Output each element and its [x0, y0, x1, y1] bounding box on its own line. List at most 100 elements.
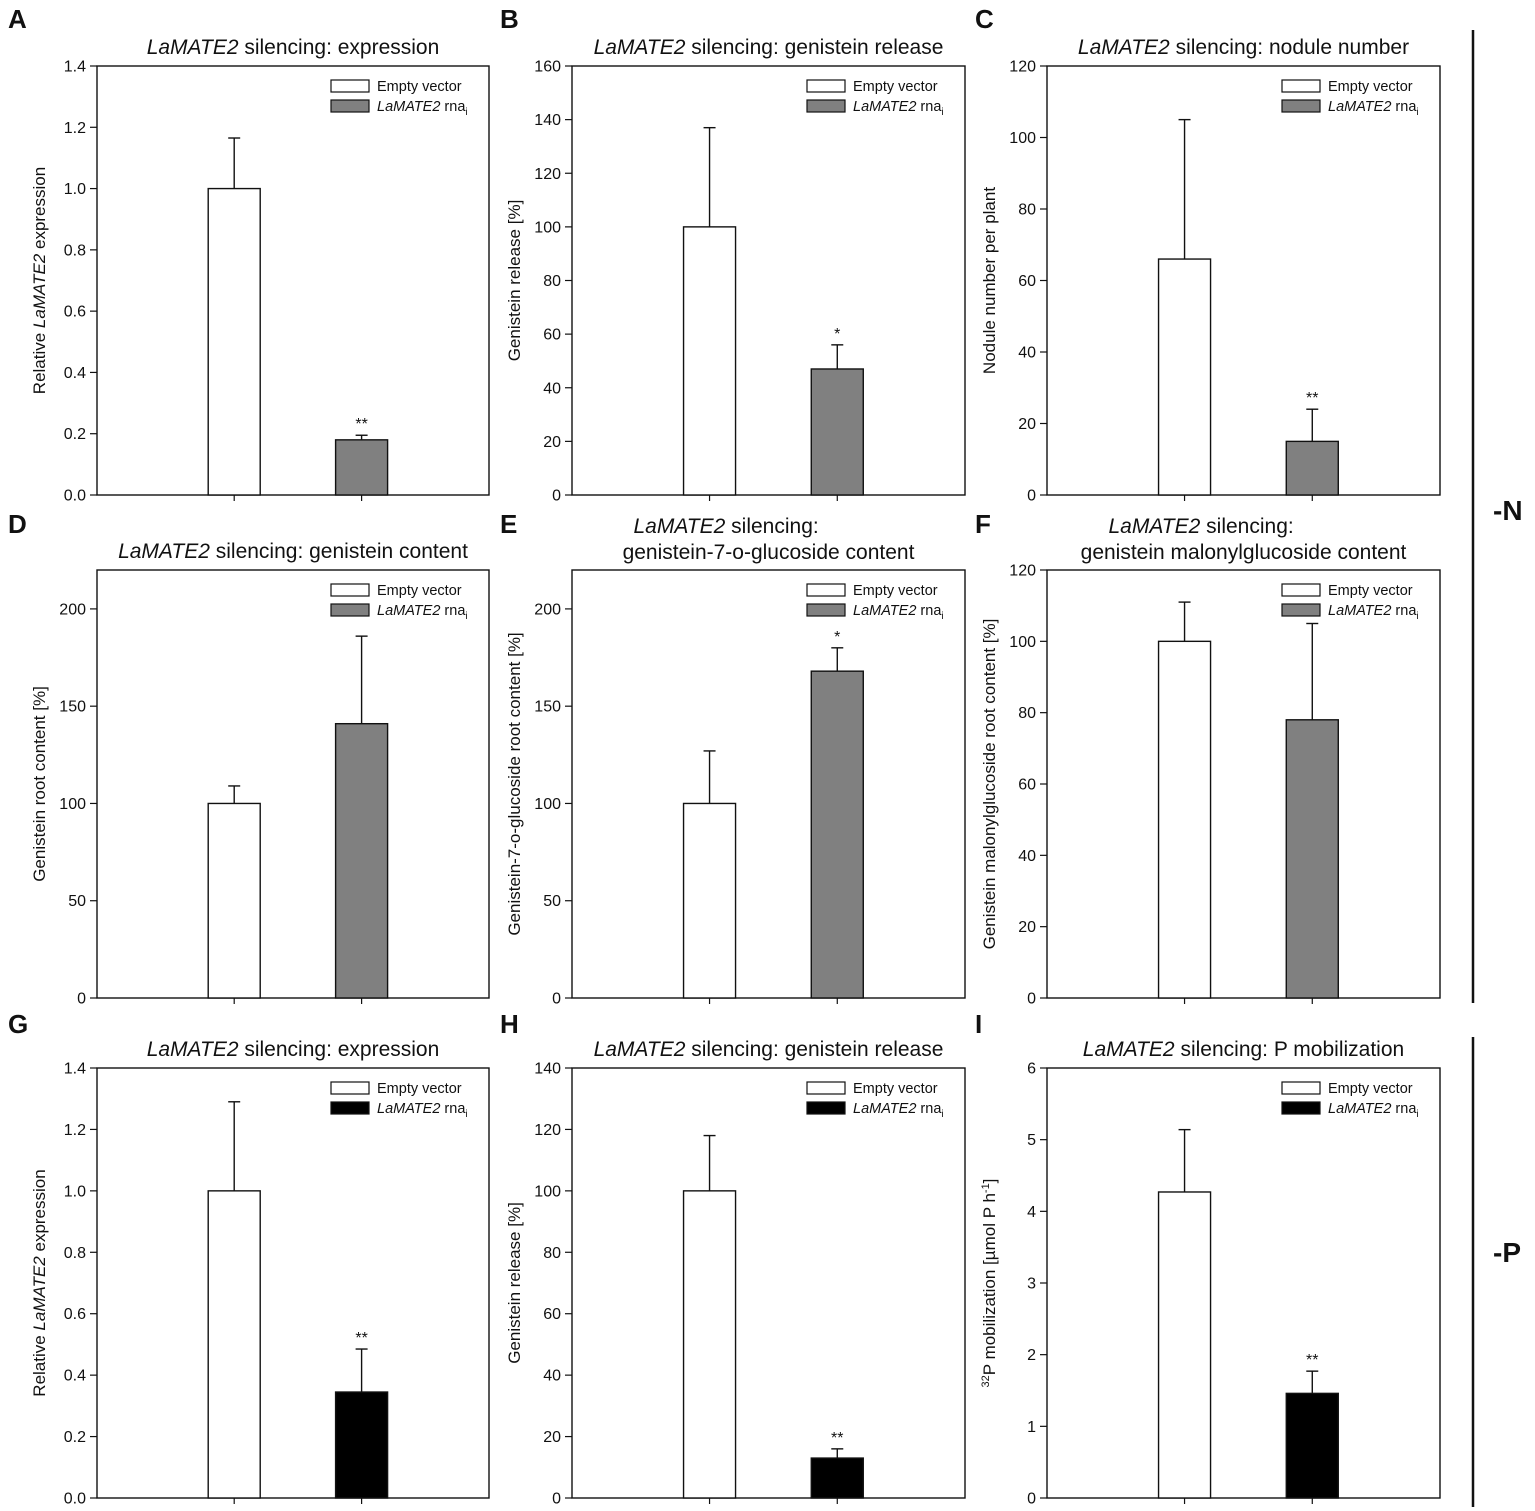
- legend-label-empty-vector-i: Empty vector: [1328, 1081, 1413, 1097]
- plot-frame-f: [1046, 569, 1441, 999]
- y-tick-label-a: 0.2: [64, 426, 86, 443]
- plot-frame-g: [96, 1067, 490, 1499]
- y-tick-label-a: 1.0: [64, 181, 86, 198]
- legend-swatch-rnai-a: [330, 99, 370, 113]
- y-tick-label-b: 60: [543, 327, 561, 344]
- legend-label-rnai-h: LaMATE2 rnai: [853, 1101, 944, 1120]
- panel-letter-h: H: [500, 1009, 519, 1039]
- plot-frame-i: [1046, 1067, 1441, 1499]
- legend-swatch-empty-vector-g: [330, 1081, 370, 1095]
- legend-swatch-rnai-g: [330, 1101, 370, 1115]
- y-tick-label-a: 0.8: [64, 242, 86, 259]
- legend-label-rnai-f: LaMATE2 rnai: [1328, 603, 1419, 622]
- y-tick-label-d: 100: [59, 796, 86, 813]
- y-tick-label-i: 0: [1027, 1491, 1036, 1508]
- plot-frame-b: [571, 65, 966, 496]
- y-tick-label-c: 80: [1018, 202, 1036, 219]
- significance-label-g: **: [355, 1330, 367, 1347]
- y-tick-label-e: 50: [543, 893, 561, 910]
- chart-title-g: LaMATE2 silencing: expression: [147, 1038, 440, 1061]
- legend-label-empty-vector-h: Empty vector: [853, 1081, 938, 1097]
- y-tick-label-h: 80: [543, 1245, 561, 1262]
- legend-label-empty-vector-a: Empty vector: [377, 79, 462, 95]
- chart-title-i: LaMATE2 silencing: P mobilization: [1083, 1038, 1404, 1061]
- chart-title-f: LaMATE2 silencing:: [1109, 515, 1294, 538]
- y-tick-label-e: 150: [534, 699, 561, 716]
- y-tick-label-g: 0.2: [64, 1429, 86, 1446]
- y-tick-label-c: 60: [1018, 273, 1036, 290]
- panel-letter-a: A: [8, 4, 27, 34]
- y-tick-label-f: 60: [1018, 777, 1036, 794]
- y-tick-label-c: 40: [1018, 345, 1036, 362]
- y-tick-label-b: 80: [543, 273, 561, 290]
- y-tick-label-g: 1.2: [64, 1122, 86, 1139]
- y-tick-label-i: 4: [1027, 1204, 1036, 1221]
- y-tick-label-g: 0.6: [64, 1306, 86, 1323]
- bar-rnai-g: [334, 1391, 389, 1499]
- y-tick-label-i: 5: [1027, 1132, 1036, 1149]
- y-axis-label-h: Genistein release [%]: [505, 1202, 524, 1364]
- legend-label-rnai-a: LaMATE2 rnai: [377, 99, 468, 118]
- y-tick-label-f: 80: [1018, 705, 1036, 722]
- bar-rnai-a: [334, 439, 389, 496]
- panel-letter-i: I: [975, 1009, 982, 1039]
- bar-rnai-i: [1285, 1392, 1339, 1499]
- panel-letter-g: G: [8, 1009, 28, 1039]
- legend-label-rnai-d: LaMATE2 rnai: [377, 603, 468, 622]
- y-tick-label-i: 6: [1027, 1061, 1036, 1078]
- y-tick-label-i: 2: [1027, 1347, 1036, 1364]
- legend-swatch-rnai-e: [806, 603, 846, 617]
- y-tick-label-e: 0: [552, 991, 561, 1008]
- y-tick-label-h: 20: [543, 1429, 561, 1446]
- y-tick-label-g: 0.4: [64, 1368, 86, 1385]
- y-tick-label-g: 0.0: [64, 1491, 86, 1508]
- plot-frame-d: [96, 569, 490, 999]
- chart-title-a: LaMATE2 silencing: expression: [147, 36, 440, 59]
- y-tick-label-d: 200: [59, 601, 86, 618]
- legend-label-empty-vector-f: Empty vector: [1328, 583, 1413, 599]
- legend-swatch-empty-vector-i: [1281, 1081, 1321, 1095]
- panel-letter-f: F: [975, 509, 991, 539]
- y-tick-label-h: 140: [534, 1061, 561, 1078]
- y-tick-label-i: 3: [1027, 1276, 1036, 1293]
- bar-empty-vector-e: [682, 802, 737, 999]
- bar-rnai-c: [1285, 440, 1339, 496]
- y-tick-label-b: 120: [534, 166, 561, 183]
- y-tick-label-a: 0.6: [64, 304, 86, 321]
- significance-label-c: **: [1306, 390, 1318, 407]
- y-tick-label-d: 150: [59, 699, 86, 716]
- plot-frame-e: [571, 569, 966, 999]
- panel-letter-e: E: [500, 509, 517, 539]
- significance-label-i: **: [1306, 1352, 1318, 1369]
- legend-label-rnai-c: LaMATE2 rnai: [1328, 99, 1419, 118]
- legend-swatch-empty-vector-e: [806, 583, 846, 597]
- bar-empty-vector-c: [1157, 258, 1212, 496]
- bar-rnai-b: [810, 368, 864, 496]
- legend-label-empty-vector-e: Empty vector: [853, 583, 938, 599]
- y-tick-label-f: 100: [1009, 634, 1036, 651]
- y-tick-label-c: 100: [1009, 130, 1036, 147]
- y-tick-label-i: 1: [1027, 1419, 1036, 1436]
- y-axis-label-d: Genistein root content [%]: [30, 686, 49, 882]
- plot-frame-h: [571, 1067, 966, 1499]
- legend-label-empty-vector-g: Empty vector: [377, 1081, 462, 1097]
- y-tick-label-a: 1.2: [64, 120, 86, 137]
- chart-title-c: LaMATE2 silencing: nodule number: [1078, 36, 1409, 59]
- significance-label-b: *: [834, 326, 840, 343]
- y-axis-label-b: Genistein release [%]: [505, 200, 524, 362]
- y-tick-label-f: 40: [1018, 848, 1036, 865]
- y-tick-label-e: 100: [534, 796, 561, 813]
- legend-label-rnai-i: LaMATE2 rnai: [1328, 1101, 1419, 1120]
- plot-frame-a: [96, 65, 490, 496]
- y-tick-label-b: 100: [534, 219, 561, 236]
- y-tick-label-a: 0.4: [64, 365, 86, 382]
- legend-swatch-rnai-h: [806, 1101, 846, 1115]
- chart-title-h: LaMATE2 silencing: genistein release: [594, 1038, 944, 1061]
- chart-title-d: LaMATE2 silencing: genistein content: [118, 540, 468, 563]
- y-tick-label-h: 100: [534, 1183, 561, 1200]
- legend-label-empty-vector-c: Empty vector: [1328, 79, 1413, 95]
- y-tick-label-b: 40: [543, 380, 561, 397]
- legend-swatch-empty-vector-d: [330, 583, 370, 597]
- bar-empty-vector-h: [682, 1190, 737, 1499]
